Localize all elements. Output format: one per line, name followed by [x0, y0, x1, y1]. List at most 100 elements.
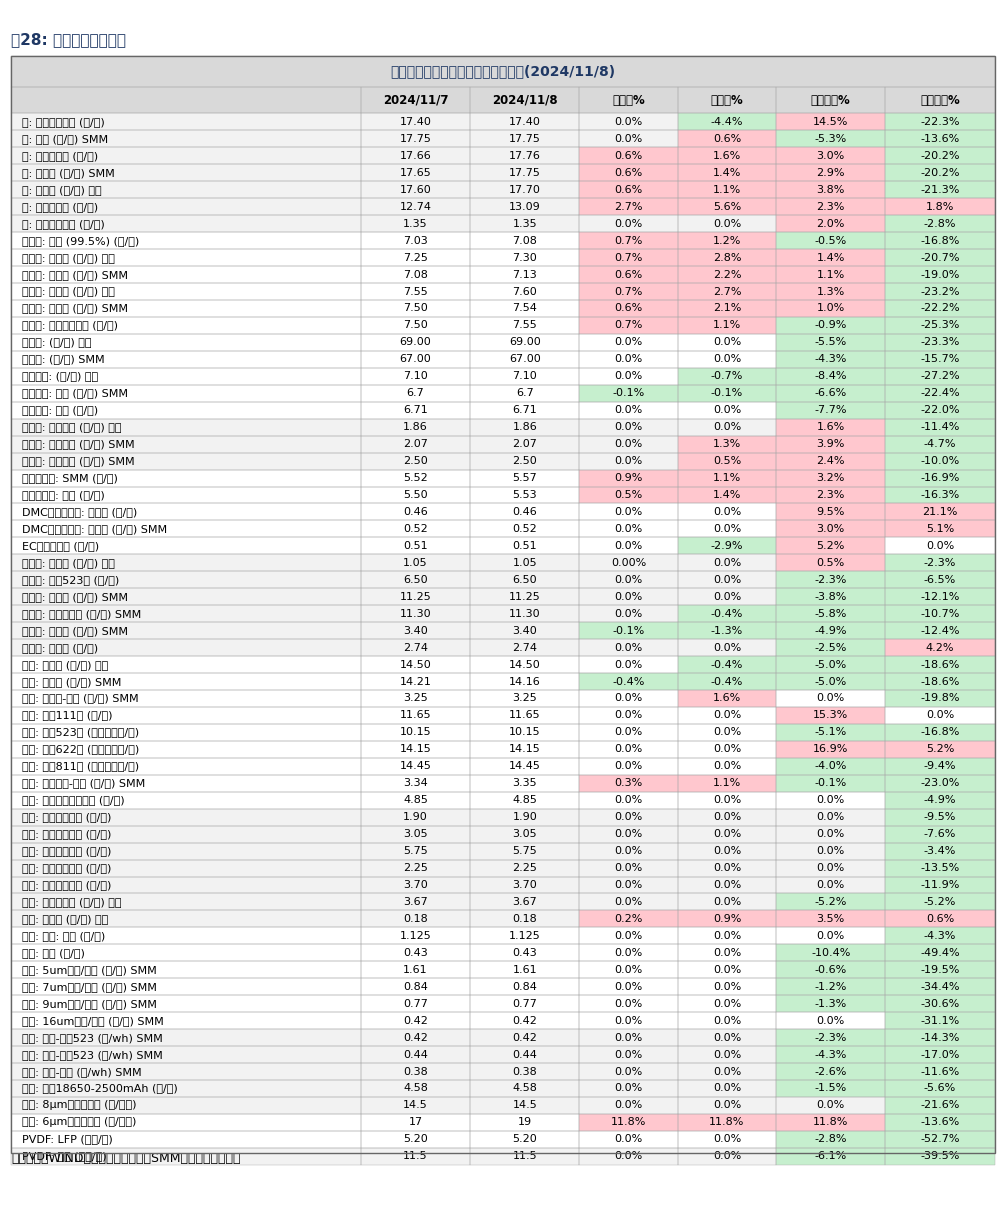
Bar	[678, 181, 776, 198]
Bar	[11, 215, 361, 232]
Text: -23.3%: -23.3%	[920, 337, 960, 348]
Bar	[579, 283, 678, 300]
Text: 0.0%: 0.0%	[615, 659, 643, 669]
Bar	[361, 673, 470, 690]
Text: 15.3%: 15.3%	[813, 711, 848, 720]
Text: 2.1%: 2.1%	[713, 304, 741, 314]
Bar	[885, 470, 995, 486]
Bar	[361, 808, 470, 825]
Text: 4.2%: 4.2%	[926, 642, 955, 652]
Bar	[885, 232, 995, 249]
Bar	[678, 791, 776, 808]
Bar	[579, 791, 678, 808]
Text: 0.0%: 0.0%	[713, 1016, 741, 1026]
Text: 氢氧化锂: 国产 (万/吨) SMM: 氢氧化锂: 国产 (万/吨) SMM	[22, 388, 128, 398]
Bar	[470, 961, 579, 978]
Text: 1.90: 1.90	[403, 812, 428, 822]
Bar	[579, 928, 678, 944]
Text: -5.3%: -5.3%	[815, 134, 847, 144]
Bar	[470, 131, 579, 148]
Bar	[678, 486, 776, 503]
Text: 0.9%: 0.9%	[713, 913, 741, 924]
Bar	[885, 503, 995, 520]
Bar	[885, 317, 995, 333]
Bar	[678, 928, 776, 944]
Bar	[678, 707, 776, 724]
Bar	[579, 87, 678, 114]
Bar	[361, 978, 470, 995]
Bar	[776, 707, 885, 724]
Text: 0.0%: 0.0%	[615, 1134, 643, 1144]
Bar	[678, 690, 776, 707]
Text: 0.0%: 0.0%	[713, 405, 741, 415]
Bar	[678, 656, 776, 673]
Bar	[885, 87, 995, 114]
Bar	[885, 978, 995, 995]
Text: 正极: 三元622型 (单晶型，万/吨): 正极: 三元622型 (单晶型，万/吨)	[22, 745, 139, 755]
Bar	[361, 1148, 470, 1165]
Bar	[470, 385, 579, 402]
Bar	[885, 1046, 995, 1063]
Bar	[579, 198, 678, 215]
Bar	[885, 842, 995, 860]
Bar	[470, 724, 579, 741]
Bar	[776, 181, 885, 198]
Text: 0.0%: 0.0%	[817, 846, 845, 856]
Bar	[470, 606, 579, 623]
Bar	[678, 114, 776, 131]
Bar	[579, 911, 678, 928]
Bar	[361, 673, 470, 690]
Bar	[11, 673, 361, 690]
Bar	[776, 775, 885, 791]
Text: 0.43: 0.43	[512, 947, 537, 957]
Bar	[678, 690, 776, 707]
Bar	[11, 56, 995, 87]
Bar	[361, 283, 470, 300]
Text: DMC碳酸二甲酯: 电池级 (万/吨) SMM: DMC碳酸二甲酯: 电池级 (万/吨) SMM	[22, 524, 167, 534]
Text: -0.7%: -0.7%	[711, 371, 743, 381]
Text: 负极: 碳负极材料 (万/吨) 百川: 负极: 碳负极材料 (万/吨) 百川	[22, 897, 122, 907]
Bar	[776, 1046, 885, 1063]
Bar	[11, 589, 361, 606]
Bar	[579, 741, 678, 758]
Text: 1.0%: 1.0%	[817, 304, 845, 314]
Text: 0.0%: 0.0%	[615, 1066, 643, 1077]
Bar	[885, 894, 995, 911]
Bar	[11, 148, 361, 165]
Text: 3.67: 3.67	[512, 897, 537, 907]
Text: 1.35: 1.35	[403, 219, 428, 228]
Bar	[776, 385, 885, 402]
Text: 0.0%: 0.0%	[713, 863, 741, 873]
Bar	[11, 571, 361, 589]
Text: -0.4%: -0.4%	[711, 659, 743, 669]
Bar	[11, 249, 361, 266]
Bar	[678, 791, 776, 808]
Text: 1.35: 1.35	[512, 219, 537, 228]
Bar	[678, 283, 776, 300]
Text: 0.0%: 0.0%	[817, 1100, 845, 1110]
Text: 1.4%: 1.4%	[713, 167, 741, 178]
Bar	[361, 537, 470, 554]
Text: 0.9%: 0.9%	[615, 473, 643, 484]
Bar	[470, 724, 579, 741]
Bar	[470, 249, 579, 266]
Text: 1.6%: 1.6%	[817, 422, 845, 432]
Bar	[776, 911, 885, 928]
Bar	[470, 165, 579, 181]
Text: 前驱体: 三元523型 (万/吨): 前驱体: 三元523型 (万/吨)	[22, 575, 119, 585]
Bar	[11, 537, 361, 554]
Bar	[470, 350, 579, 368]
Bar	[11, 639, 361, 656]
Bar	[885, 758, 995, 775]
Bar	[885, 944, 995, 961]
Bar	[678, 537, 776, 554]
Bar	[678, 470, 776, 486]
Bar	[678, 470, 776, 486]
Text: 14.16: 14.16	[509, 676, 540, 686]
Bar	[678, 486, 776, 503]
Bar	[579, 707, 678, 724]
Bar	[776, 1046, 885, 1063]
Bar	[678, 453, 776, 470]
Text: 2.7%: 2.7%	[712, 287, 741, 297]
Bar	[678, 741, 776, 758]
